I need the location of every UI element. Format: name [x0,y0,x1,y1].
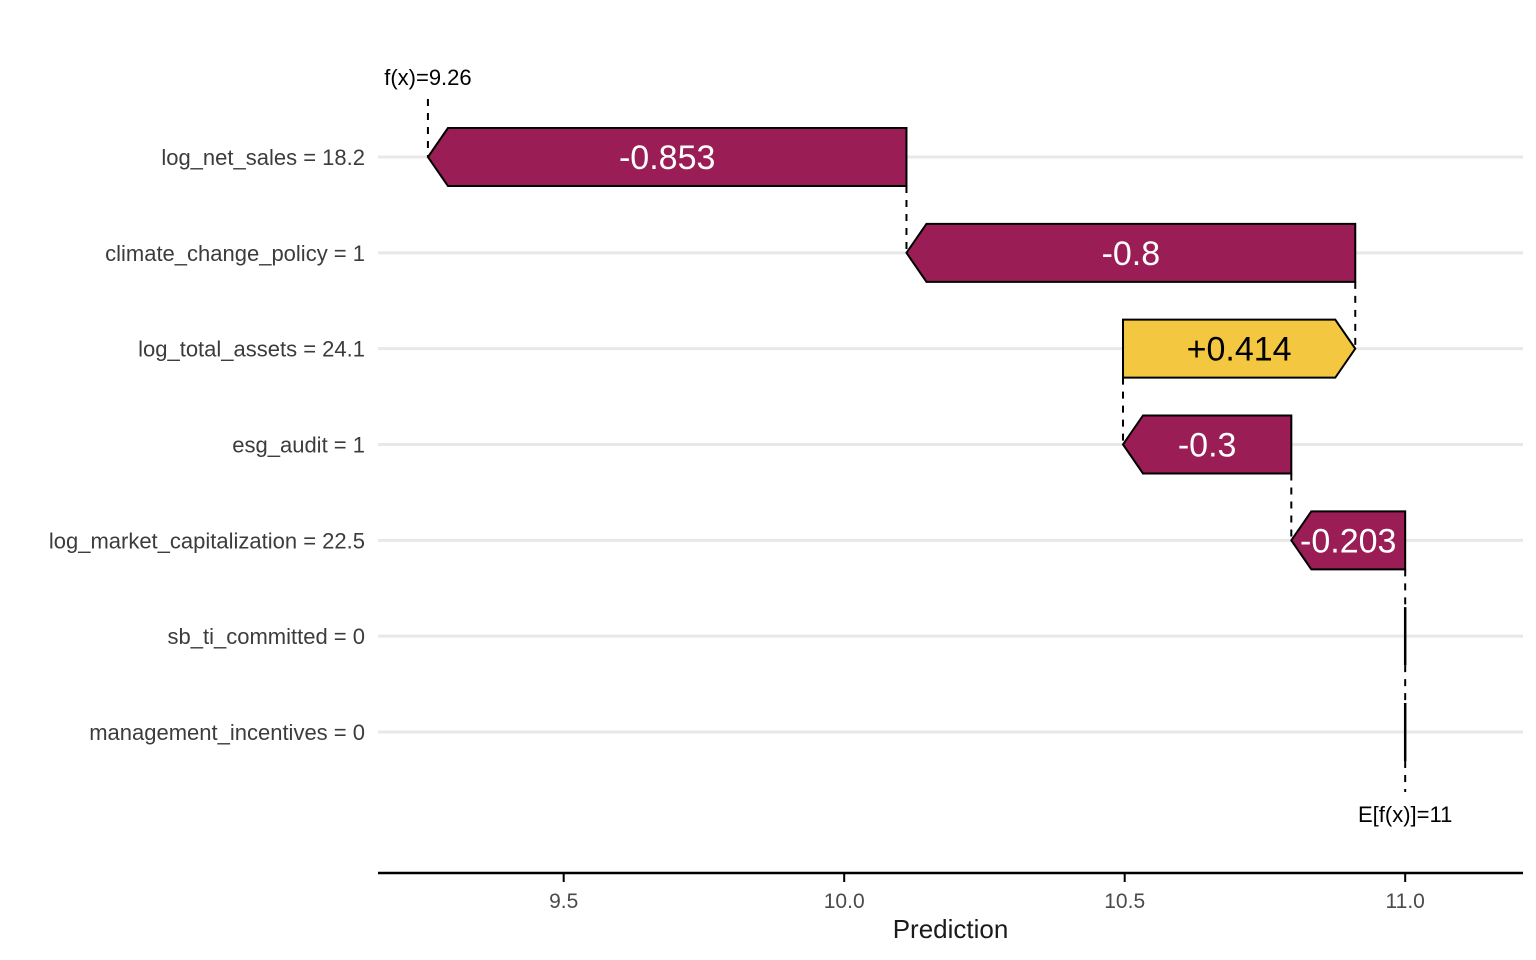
shap-value-label-log_market_capitalization: -0.203 [1300,522,1396,560]
y-axis-label-log_total_assets: log_total_assets = 24.1 [138,337,365,362]
shap-arrow-esg_audit [1121,414,1293,475]
efx-annotation: E[f(x)]=11 [1358,802,1452,827]
y-axis-label-esg_audit: esg_audit = 1 [232,432,365,457]
y-axis-label-log_net_sales: log_net_sales = 18.2 [161,145,365,170]
x-axis-title: Prediction [893,914,1009,944]
shap-arrow-log_net_sales [426,127,908,187]
fx-annotation: f(x)=9.26 [384,65,471,90]
x-axis-tick-label: 11.0 [1386,890,1425,913]
shap-value-label-climate_change_policy: -0.8 [1102,235,1161,273]
shap-arrow-climate_change_policy [905,222,1357,283]
x-axis-tick-label: 10.0 [824,890,865,913]
shap-arrow-log_market_capitalization [1290,510,1407,571]
y-axis-label-log_market_capitalization: log_market_capitalization = 22.5 [49,528,365,553]
y-axis-label-sb_ti_committed: sb_ti_committed = 0 [168,624,365,649]
y-axis-label-management_incentives: management_incentives = 0 [89,720,365,745]
x-axis-tick-label: 9.5 [549,890,578,913]
shap-value-label-log_net_sales: -0.853 [619,139,715,177]
shap-arrow-log_total_assets [1122,318,1357,379]
shap-value-label-log_total_assets: +0.414 [1187,331,1292,369]
y-axis-label-climate_change_policy: climate_change_policy = 1 [105,241,365,266]
shap-value-label-esg_audit: -0.3 [1178,426,1237,464]
x-axis-tick-label: 10.5 [1104,890,1145,913]
